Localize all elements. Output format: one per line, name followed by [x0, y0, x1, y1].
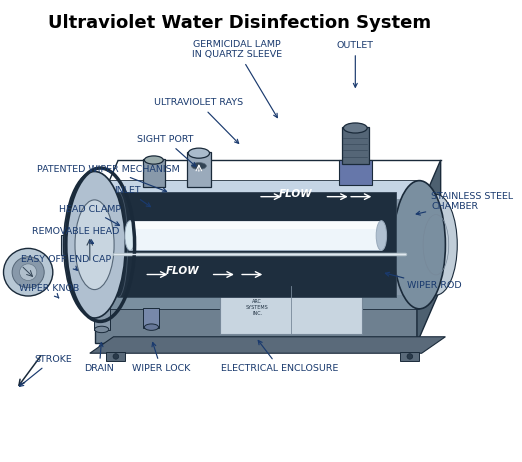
Text: OUTLET: OUTLET [337, 41, 374, 87]
Polygon shape [90, 337, 445, 353]
Text: ELECTRICAL ENCLOSURE: ELECTRICAL ENCLOSURE [221, 340, 338, 373]
Ellipse shape [393, 181, 445, 309]
Text: STROKE: STROKE [19, 355, 72, 386]
Ellipse shape [94, 326, 109, 333]
FancyBboxPatch shape [62, 235, 90, 255]
Text: FLOW: FLOW [165, 267, 199, 276]
Text: WIPER KNOB: WIPER KNOB [19, 284, 80, 298]
Polygon shape [94, 181, 419, 309]
FancyBboxPatch shape [143, 158, 165, 187]
Text: ULTRAVIOLET RAYS: ULTRAVIOLET RAYS [155, 98, 243, 143]
Text: WIPER ROD: WIPER ROD [385, 272, 462, 291]
Ellipse shape [144, 156, 163, 164]
Polygon shape [118, 192, 396, 298]
Ellipse shape [144, 324, 159, 330]
FancyBboxPatch shape [220, 286, 362, 334]
Ellipse shape [68, 181, 121, 309]
Text: Ultraviolet Water Disinfection System: Ultraviolet Water Disinfection System [48, 13, 431, 31]
Text: PATENTED WIPER MECHANISM: PATENTED WIPER MECHANISM [38, 165, 180, 192]
Ellipse shape [343, 123, 367, 133]
Circle shape [4, 249, 53, 296]
Ellipse shape [109, 192, 128, 298]
Ellipse shape [376, 221, 387, 250]
FancyBboxPatch shape [106, 353, 125, 360]
Polygon shape [130, 221, 382, 250]
Polygon shape [94, 295, 419, 309]
FancyBboxPatch shape [400, 353, 419, 360]
FancyBboxPatch shape [339, 160, 372, 185]
Circle shape [407, 354, 413, 359]
Ellipse shape [188, 148, 209, 158]
Polygon shape [417, 160, 441, 343]
Ellipse shape [125, 221, 135, 250]
FancyBboxPatch shape [144, 308, 160, 328]
FancyBboxPatch shape [342, 127, 369, 164]
Polygon shape [94, 215, 417, 343]
Text: ARC
SYSTEMS
INC.: ARC SYSTEMS INC. [246, 299, 268, 316]
Polygon shape [130, 221, 382, 229]
Polygon shape [94, 160, 118, 215]
Circle shape [19, 264, 37, 280]
Text: INLET: INLET [114, 186, 150, 207]
Text: HEAD CLAMP: HEAD CLAMP [59, 205, 121, 225]
Circle shape [113, 354, 118, 359]
Ellipse shape [192, 163, 206, 170]
Ellipse shape [414, 195, 457, 295]
FancyBboxPatch shape [93, 308, 110, 330]
Circle shape [12, 257, 44, 288]
Text: STAINLESS STEEL
CHAMBER: STAINLESS STEEL CHAMBER [416, 192, 513, 215]
Text: SIGHT PORT: SIGHT PORT [137, 135, 196, 166]
Text: DRAIN: DRAIN [85, 343, 114, 373]
Ellipse shape [64, 171, 125, 318]
Text: GERMICIDAL LAMP
IN QUARTZ SLEEVE: GERMICIDAL LAMP IN QUARTZ SLEEVE [192, 40, 282, 118]
Text: EASY OFF END CAP: EASY OFF END CAP [21, 255, 111, 270]
Text: REMOVABLE HEAD: REMOVABLE HEAD [32, 227, 119, 243]
FancyBboxPatch shape [187, 152, 211, 187]
Text: FLOW: FLOW [279, 188, 313, 199]
Ellipse shape [75, 200, 114, 290]
Polygon shape [94, 181, 419, 199]
Text: WIPER LOCK: WIPER LOCK [132, 342, 190, 373]
